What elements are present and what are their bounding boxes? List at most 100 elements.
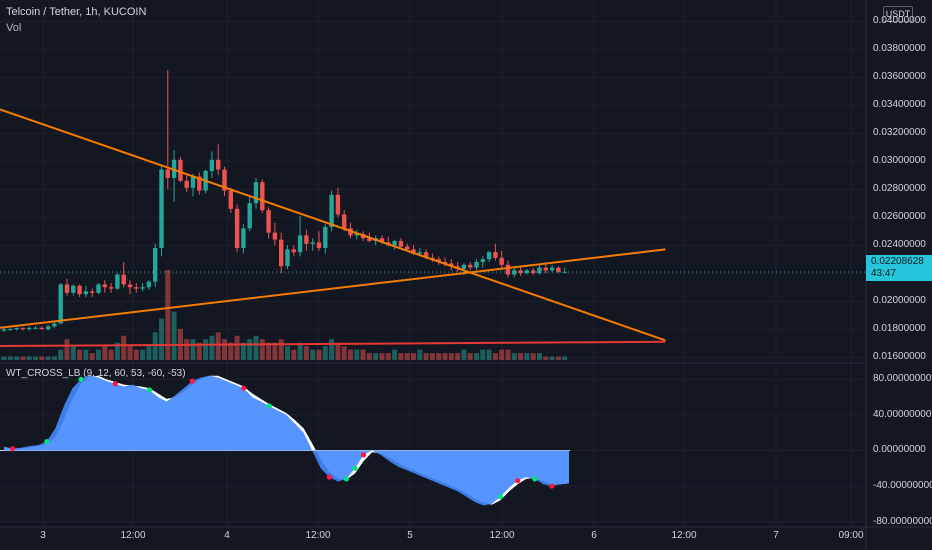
cross-down-dot	[189, 378, 195, 384]
candle-body	[77, 285, 82, 295]
candle-body	[499, 257, 504, 265]
time-tick-label: 12:00	[120, 530, 146, 541]
price-tick-label: 0.02000000	[873, 295, 926, 307]
cross-up-dot	[44, 438, 50, 445]
volume-bar	[96, 349, 101, 360]
candle-body	[64, 284, 70, 293]
symbol-title[interactable]: Telcoin / Tether, 1h, KUCOIN	[6, 6, 147, 18]
price-tick-label: 0.01600000	[873, 351, 926, 363]
candle-body	[335, 194, 341, 215]
volume-bar	[436, 353, 442, 360]
volume-bar	[555, 356, 561, 360]
candle-body	[222, 169, 227, 191]
candle-body	[411, 249, 416, 254]
volume-bar	[562, 356, 568, 360]
candle-body	[234, 208, 240, 248]
volume-bar	[379, 353, 385, 360]
volume-bar	[108, 349, 114, 360]
volume-bar	[39, 356, 45, 360]
candle-body	[398, 241, 404, 247]
bar-countdown: 43:47	[871, 268, 897, 279]
indicator-tick-label: 40.00000000	[873, 408, 932, 420]
volume-bar	[537, 353, 542, 360]
volume-bar	[152, 332, 158, 360]
candle-body	[253, 182, 259, 204]
candle-body	[367, 238, 372, 241]
volume-bar	[499, 349, 505, 360]
horizontal-support-line[interactable]	[0, 340, 666, 347]
candle-body	[52, 323, 57, 327]
indicator-label[interactable]: WT_CROSS_LB (9, 12, 60, 53, -60, -53)	[6, 368, 186, 379]
volume-bar	[114, 342, 120, 360]
volume-bar	[492, 353, 498, 360]
candle-body	[58, 284, 63, 324]
candle-body	[146, 281, 152, 288]
cross-down-dot	[549, 483, 555, 489]
descending-resistance-line[interactable]	[0, 108, 666, 342]
time-tick-label: 4	[224, 530, 230, 541]
volume-bar	[329, 339, 335, 360]
candle-body	[285, 249, 290, 267]
volume-bar	[511, 353, 517, 360]
volume-bar	[64, 339, 70, 360]
volume-bar	[291, 349, 297, 360]
candle-body	[442, 262, 448, 264]
candle-body	[33, 327, 38, 329]
volume-bar	[20, 356, 26, 360]
volume-bar	[335, 342, 341, 360]
cross-down-dot	[326, 474, 332, 480]
volume-bar	[360, 349, 366, 360]
candle-body	[379, 238, 385, 243]
volume-bar	[51, 356, 57, 360]
price-tick-label: 0.03000000	[873, 155, 926, 167]
candle-body	[14, 327, 19, 330]
volume-bar	[196, 342, 202, 360]
candle-body	[480, 259, 485, 262]
price-tick-label: 0.03400000	[873, 99, 926, 111]
volume-bar	[354, 349, 360, 360]
candle-body	[83, 291, 89, 295]
volume-bar	[1, 356, 7, 360]
candle-body	[329, 194, 334, 227]
volume-bar	[423, 353, 429, 360]
candle-body	[71, 285, 76, 293]
indicator-tick-label: -80.00000000	[873, 515, 932, 527]
volume-bar	[278, 339, 284, 360]
candle-body	[297, 235, 303, 253]
candlestick-series	[0, 70, 866, 332]
candle-body	[279, 239, 284, 267]
volume-bar	[140, 349, 146, 360]
price-tick-label: 0.02400000	[873, 239, 926, 251]
candle-body	[247, 203, 252, 229]
volume-bar	[222, 339, 227, 360]
volume-label[interactable]: Vol	[6, 22, 22, 34]
volume-bar	[102, 346, 108, 360]
ascending-support-line[interactable]	[0, 248, 666, 329]
volume-bar	[480, 349, 486, 360]
price-tick-label: 0.04000000	[873, 15, 926, 27]
candle-body	[304, 235, 309, 244]
candle-body	[392, 241, 397, 246]
candle-body	[159, 169, 164, 248]
candle-body	[20, 327, 26, 330]
trendline-drawings[interactable]	[0, 108, 666, 347]
volume-bar	[190, 339, 196, 360]
volume-bar	[127, 346, 133, 360]
volume-bar	[316, 349, 322, 360]
volume-bar	[524, 353, 530, 360]
candle-body	[323, 227, 328, 248]
candle-body	[423, 252, 429, 258]
wt-cross-indicator	[0, 374, 866, 523]
indicator-tick-label: 80.00000000	[873, 373, 932, 385]
volume-bar	[303, 346, 309, 360]
price-tick-label: 0.02600000	[873, 211, 926, 223]
candle-body	[474, 262, 479, 268]
candle-body	[190, 176, 196, 188]
candle-body	[140, 287, 145, 289]
currency-badge[interactable]: USDT	[883, 6, 913, 22]
volume-bar	[89, 353, 95, 360]
candle-body	[121, 274, 126, 285]
time-tick-label: 12:00	[305, 530, 331, 541]
volume-bar	[209, 335, 215, 360]
